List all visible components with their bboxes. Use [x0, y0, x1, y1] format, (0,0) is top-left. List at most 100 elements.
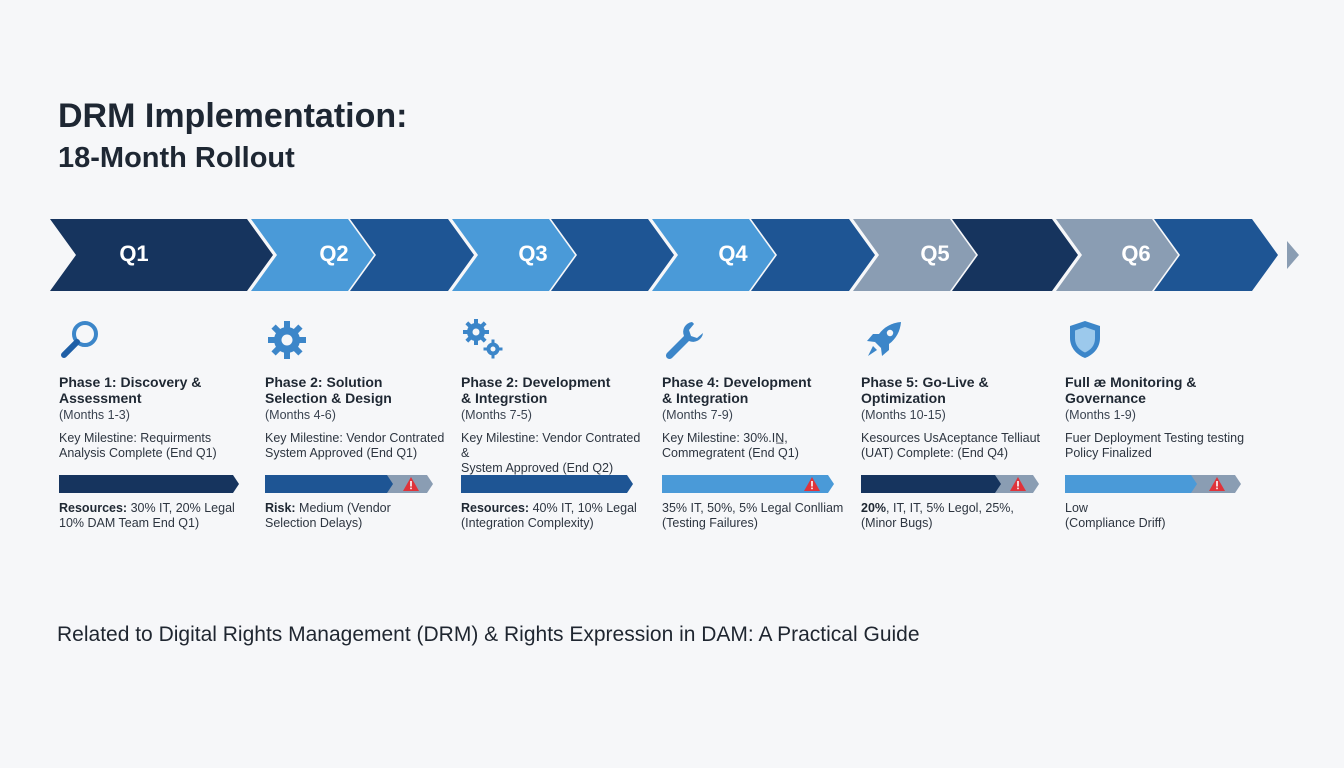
phase-milestone: Key Milestine: Requirments Analysis Comp… [59, 431, 249, 465]
phase-milestone: Kesources UsAceptance Telliaut (UAT) Com… [861, 431, 1051, 465]
phase-title-line2: Assessment [59, 390, 142, 406]
phase-title-line1: Phase 1: Discovery & [59, 374, 202, 390]
resources-line2: (Compliance Driff) [1065, 516, 1166, 530]
milestone-line2: System Approved (End Q1) [265, 446, 418, 460]
phase-resources: 20%, IT, IT, 5% Legol, 25%, (Minor Bugs) [861, 501, 1051, 531]
rocket-icon [867, 322, 901, 356]
resources-label: Resources: [59, 501, 128, 515]
chevron-q4-front [652, 219, 775, 291]
wrench-icon [665, 322, 703, 360]
chevron-q6-back [1154, 219, 1278, 291]
phase-months: (Months 7-5) [461, 408, 532, 422]
resources-label: Risk: [265, 501, 296, 515]
phase-months: (Months 7-9) [662, 408, 733, 422]
resources-line2: (Testing Failures) [662, 516, 758, 530]
page-subtitle: 18-Month Rollout [58, 142, 295, 174]
milestone-line1: Key Milestine: Requirments [59, 431, 212, 445]
warning-icon [403, 477, 419, 491]
phase-progress-bar [265, 475, 445, 493]
gears-icon [463, 319, 503, 359]
resources-label: 20% [861, 501, 887, 515]
quarter-label-q6: Q6 [1121, 241, 1151, 266]
warning-icon [1010, 477, 1026, 491]
phase-card-5: Phase 5: Go-Live & Optimization (Months … [861, 318, 1051, 531]
phase-progress-bar [461, 475, 641, 493]
phase-resources: Resources: 30% IT, 20% Legal 10% DAM Tea… [59, 501, 249, 531]
footer-caption: Related to Digital Rights Management (DR… [57, 623, 920, 646]
phase-title-line1: Phase 2: Development [461, 374, 611, 390]
magnifier-icon [61, 321, 98, 358]
bar-fill [265, 475, 393, 493]
phase-card-4: Phase 4: Development & Integration (Mont… [662, 318, 852, 531]
bar-fill [1065, 475, 1197, 493]
chevron-q5-front [853, 219, 976, 291]
chevron-q3-back [551, 219, 674, 291]
resources-line1: , IT, IT, 5% Legol, 25%, [886, 501, 1014, 515]
phase-milestone: Fuer Deployment Testing testing Policy F… [1065, 431, 1255, 465]
phase-title-line1: Phase 5: Go-Live & [861, 374, 989, 390]
milestone-line2: Commegratent (End Q1) [662, 446, 799, 460]
bar-fill [861, 475, 1001, 493]
quarter-label-q2: Q2 [319, 241, 349, 266]
quarter-label-q3: Q3 [518, 241, 548, 266]
phase-title-line2: Governance [1065, 390, 1146, 406]
resources-line1: Low [1065, 501, 1088, 515]
phase-card-6: Full æ Monitoring & Governance (Months 1… [1065, 318, 1255, 531]
shield-icon [1070, 321, 1100, 358]
phase-resources: Low (Compliance Driff) [1065, 501, 1255, 531]
phase-milestone: Key Milestine: Vendor Contrated & System… [461, 431, 651, 475]
timeline-end-arrow [1287, 241, 1299, 269]
bar-fill [59, 475, 239, 493]
phase-months: (Months 4-6) [265, 408, 336, 422]
resources-line2: (Integration Complexity) [461, 516, 594, 530]
phase-progress-bar [59, 475, 239, 493]
milestone-line1: Key Milestine: Vendor Contrated & [461, 431, 641, 460]
bar-fill [662, 475, 834, 493]
milestone-line1: Kesources UsAceptance Telliaut [861, 431, 1041, 445]
warning-icon [1209, 477, 1225, 491]
phase-title-line2: Optimization [861, 390, 946, 406]
chevron-q2-back [350, 219, 474, 291]
quarter-label-q4: Q4 [718, 241, 748, 266]
resources-label: Resources: [461, 501, 530, 515]
bar-fill [461, 475, 633, 493]
phase-card-1: Phase 1: Discovery & Assessment (Months … [59, 318, 249, 531]
phase-months: (Months 1-9) [1065, 408, 1136, 422]
phase-title-line2: & Integrstion [461, 390, 548, 406]
quarter-label-q5: Q5 [920, 241, 950, 266]
gear-icon [268, 321, 306, 359]
resources-line2: Selection Delays) [265, 516, 363, 530]
resources-line1: 35% IT, 50%, 5% Legal Conlliam [662, 501, 844, 515]
resources-line1: 30% IT, 20% Legal [127, 501, 235, 515]
phase-months: (Months 10-15) [861, 408, 946, 422]
phase-title-line1: Full æ Monitoring & [1065, 374, 1197, 390]
resources-line2: (Minor Bugs) [861, 516, 933, 530]
quarter-label-q1: Q1 [119, 241, 149, 266]
milestone-line1: Fuer Deployment Testing testing [1065, 431, 1245, 445]
chevron-q5-back [952, 219, 1078, 291]
phase-progress-bar [1065, 475, 1245, 493]
resources-line2: 10% DAM Team End Q1) [59, 516, 200, 530]
phase-title-line1: Phase 2: Solution [265, 374, 383, 390]
phase-card-3: Phase 2: Development & Integrstion (Mont… [461, 318, 651, 531]
phase-card-2: Phase 2: Solution Selection & Design (Mo… [265, 318, 455, 531]
warning-icon [804, 477, 820, 491]
phase-progress-bar [662, 475, 842, 493]
phase-months: (Months 1-3) [59, 408, 130, 422]
chevron-q3-front [452, 219, 575, 291]
phase-milestone: Key Milestine: 30%.IN̲, Commegratent (En… [662, 431, 852, 465]
phase-resources: 35% IT, 50%, 5% Legal Conlliam (Testing … [662, 501, 852, 531]
milestone-line2: System Approved (End Q2) [461, 461, 614, 475]
milestone-line2: Analysis Complete (End Q1) [59, 446, 217, 460]
phase-resources: Risk: Medium (Vendor Selection Delays) [265, 501, 455, 531]
phase-progress-bar [861, 475, 1041, 493]
phase-milestone: Key Milestine: Vendor Contrated System A… [265, 431, 455, 465]
chevron-q2-front [251, 219, 374, 291]
phase-title-line2: Selection & Design [265, 390, 392, 406]
milestone-line1: Key Milestine: 30%.IN̲, [662, 431, 788, 445]
phase-title-line2: & Integration [662, 390, 749, 406]
resources-line1: Medium (Vendor [295, 501, 391, 515]
milestone-line2: (UAT) Complete: (End Q4) [861, 446, 1009, 460]
milestone-line2: Policy Finalized [1065, 446, 1152, 460]
chevron-q1 [50, 219, 273, 291]
